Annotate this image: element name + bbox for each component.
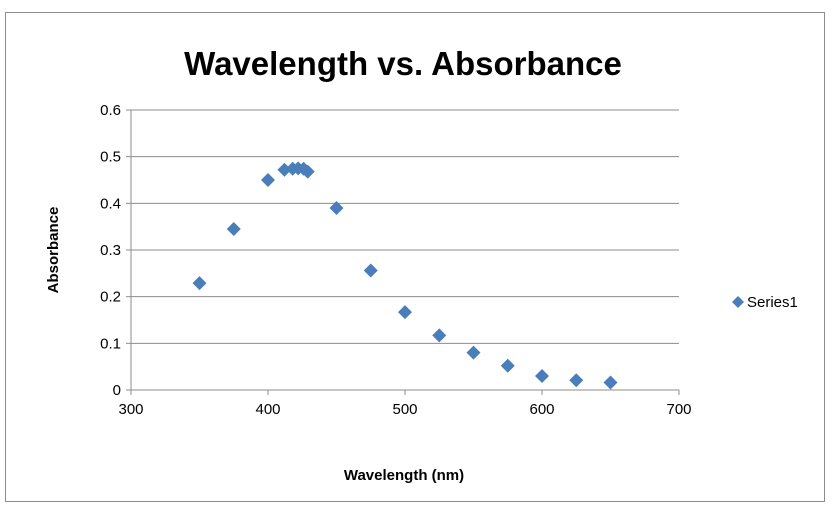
y-tick-labels: 0 0.1 0.2 0.3 0.4 0.5 0.6 bbox=[100, 102, 121, 399]
data-point-0-16 bbox=[603, 375, 618, 390]
data-point-0-13 bbox=[500, 358, 515, 373]
x-tick-label: 500 bbox=[392, 401, 417, 418]
data-point-0-8 bbox=[329, 201, 344, 215]
x-tick-label: 300 bbox=[118, 401, 143, 418]
y-tick-label: 0 bbox=[113, 382, 121, 399]
y-tick-label: 0.1 bbox=[100, 335, 121, 352]
y-tick-label: 0.3 bbox=[100, 242, 121, 259]
x-tick-label: 600 bbox=[529, 401, 554, 418]
y-tick-label: 0.2 bbox=[100, 289, 121, 306]
data-point-0-14 bbox=[535, 369, 549, 383]
y-tick-label: 0.6 bbox=[100, 102, 121, 119]
data-point-0-1 bbox=[226, 222, 241, 236]
y-tick-label: 0.5 bbox=[100, 149, 121, 166]
data-point-0-12 bbox=[466, 345, 481, 360]
data-point-0-2 bbox=[261, 173, 275, 187]
data-point-0-7 bbox=[300, 164, 315, 179]
y-axis-title: Absorbance bbox=[45, 207, 62, 294]
data-point-0-15 bbox=[569, 373, 584, 388]
gridlines bbox=[131, 109, 679, 344]
x-tick-label: 400 bbox=[255, 401, 280, 418]
data-point-0-3 bbox=[277, 162, 292, 177]
legend-marker-series1 bbox=[732, 296, 744, 308]
data-point-0-10 bbox=[398, 305, 412, 320]
x-tick-labels: 300 400 500 600 700 bbox=[118, 401, 691, 418]
chart-frame bbox=[5, 12, 825, 502]
data-point-0-9 bbox=[363, 263, 378, 278]
chart-title: Wavelength vs. Absorbance bbox=[184, 45, 622, 82]
data-points bbox=[192, 161, 618, 390]
x-axis-title: Wavelength (nm) bbox=[344, 467, 464, 484]
axes bbox=[126, 109, 680, 395]
data-point-0-11 bbox=[432, 328, 447, 343]
x-tick-label: 700 bbox=[666, 401, 691, 418]
data-point-0-0 bbox=[192, 276, 207, 291]
legend: Series1 bbox=[732, 294, 798, 311]
legend-label-series1: Series1 bbox=[747, 294, 798, 311]
y-tick-label: 0.4 bbox=[100, 195, 121, 212]
